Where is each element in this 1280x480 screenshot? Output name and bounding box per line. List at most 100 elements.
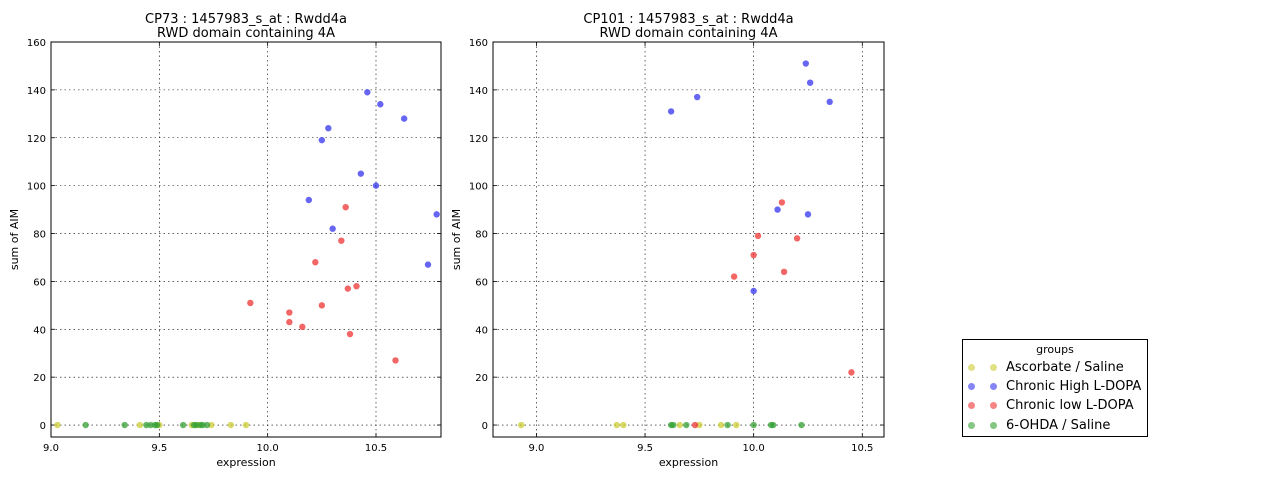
data-point: [518, 421, 525, 429]
data-point: [153, 421, 161, 429]
data-point: [804, 211, 812, 218]
data-point: [802, 60, 809, 67]
data-point: [754, 232, 762, 240]
data-point: [750, 421, 757, 429]
y-tick-label: 120: [469, 134, 488, 145]
data-point: [286, 318, 293, 326]
data-point: [424, 261, 432, 268]
legend-label: Chronic low L-DOPA: [1006, 398, 1134, 413]
x-tick-label: 9.5: [637, 443, 653, 454]
plot-frame: [50, 41, 442, 438]
data-point: [798, 421, 805, 429]
data-point: [780, 268, 788, 276]
y-tick-label: 120: [27, 134, 46, 145]
legend-marker-icon: [990, 422, 997, 429]
series-chronic-high-l-dopa: [305, 89, 440, 268]
data-point: [691, 421, 699, 429]
data-point: [372, 182, 380, 189]
y-tick-label: 20: [33, 373, 46, 384]
data-point: [683, 421, 690, 429]
legend-item-ascorbate-saline: Ascorbate / Saline: [963, 359, 1147, 377]
x-tick-label: 10.0: [257, 443, 279, 454]
data-point: [247, 299, 254, 307]
y-tick-label: 40: [475, 325, 488, 336]
chart-subtitle: RWD domain containing 4A: [157, 26, 335, 41]
legend-label: Ascorbate / Saline: [1006, 360, 1124, 375]
legend-marker-icon: [968, 383, 975, 390]
plot-frame: [492, 41, 885, 438]
y-tick-label: 40: [33, 325, 46, 336]
legend-item-6-ohda-saline: 6-OHDA / Saline: [963, 417, 1147, 435]
y-tick-label: 60: [475, 277, 488, 288]
data-point: [242, 421, 250, 429]
data-point: [750, 287, 757, 295]
y-tick-label: 140: [27, 86, 46, 97]
y-tick-label: 100: [469, 182, 488, 193]
data-point: [793, 235, 801, 242]
x-tick-label: 9.0: [528, 443, 544, 454]
data-point: [227, 421, 235, 429]
data-point: [338, 237, 345, 244]
data-point: [774, 206, 781, 213]
data-point: [325, 124, 332, 132]
data-point: [433, 211, 440, 218]
y-tick-label: 80: [475, 230, 488, 241]
x-tick-label: 10.5: [851, 443, 873, 454]
data-point: [353, 282, 360, 290]
chart-subtitle: RWD domain containing 4A: [600, 26, 778, 41]
x-tick-label: 10.5: [365, 443, 387, 454]
y-tick-label: 100: [27, 182, 46, 193]
data-point: [121, 421, 128, 429]
series-chronic-low-l-dopa: [691, 199, 855, 429]
data-point: [750, 251, 757, 259]
data-point: [318, 136, 326, 144]
data-point: [364, 89, 371, 96]
data-point: [670, 421, 677, 429]
chart-title: CP73 : 1457983_s_at : Rwdd4a: [145, 12, 347, 27]
data-point: [778, 199, 786, 206]
series-chronic-low-l-dopa: [247, 203, 399, 364]
data-point: [848, 369, 855, 376]
series-chronic-high-l-dopa: [667, 60, 833, 295]
chart-title: CP101 : 1457983_s_at : Rwdd4a: [583, 12, 793, 27]
data-point: [318, 302, 326, 309]
series-ascorbate-saline: [518, 421, 740, 429]
data-point: [344, 285, 352, 292]
data-point: [305, 196, 313, 204]
legend: groups Ascorbate / Saline Chronic High L…: [962, 339, 1148, 437]
data-point: [770, 421, 777, 429]
y-tick-label: 0: [40, 421, 46, 432]
legend-marker-icon: [990, 364, 997, 371]
series-6-ohda-saline: [82, 421, 211, 429]
data-point: [676, 421, 684, 429]
legend-label: 6-OHDA / Saline: [1006, 418, 1111, 433]
data-point: [82, 421, 89, 429]
series-6-ohda-saline: [667, 421, 805, 429]
y-tick-label: 80: [33, 230, 46, 241]
data-point: [613, 421, 621, 429]
data-point: [179, 421, 187, 429]
y-tick-label: 160: [27, 38, 46, 49]
legend-item-chronic-low-l-dopa: Chronic low L-DOPA: [963, 397, 1147, 415]
legend-marker-icon: [990, 402, 997, 409]
data-point: [400, 115, 408, 122]
x-axis-label: expression: [659, 456, 718, 469]
y-tick-label: 0: [482, 421, 488, 432]
plot-2: 9.0 9.5 10.0 10.5 0 20 40 60 80 100 120 140 160 CP101…: [450, 12, 885, 469]
legend-label: Chronic High L-DOPA: [1006, 379, 1142, 394]
plot-1: 9.0 9.5 10.0 10.5 0 20 40 60 80 100 120 140 160 CP73 …: [8, 12, 442, 469]
data-point: [203, 421, 211, 429]
data-point: [620, 421, 627, 429]
data-point: [667, 108, 675, 115]
y-tick-label: 60: [33, 277, 46, 288]
data-point: [392, 357, 399, 364]
y-axis-label: sum of AIM: [8, 209, 21, 270]
x-tick-label: 9.0: [43, 443, 59, 454]
data-point: [312, 259, 319, 266]
data-point: [329, 225, 336, 232]
legend-item-chronic-high-l-dopa: Chronic High L-DOPA: [963, 378, 1147, 396]
data-point: [733, 421, 740, 429]
x-axis-label: expression: [216, 456, 275, 469]
y-tick-label: 160: [469, 38, 488, 49]
